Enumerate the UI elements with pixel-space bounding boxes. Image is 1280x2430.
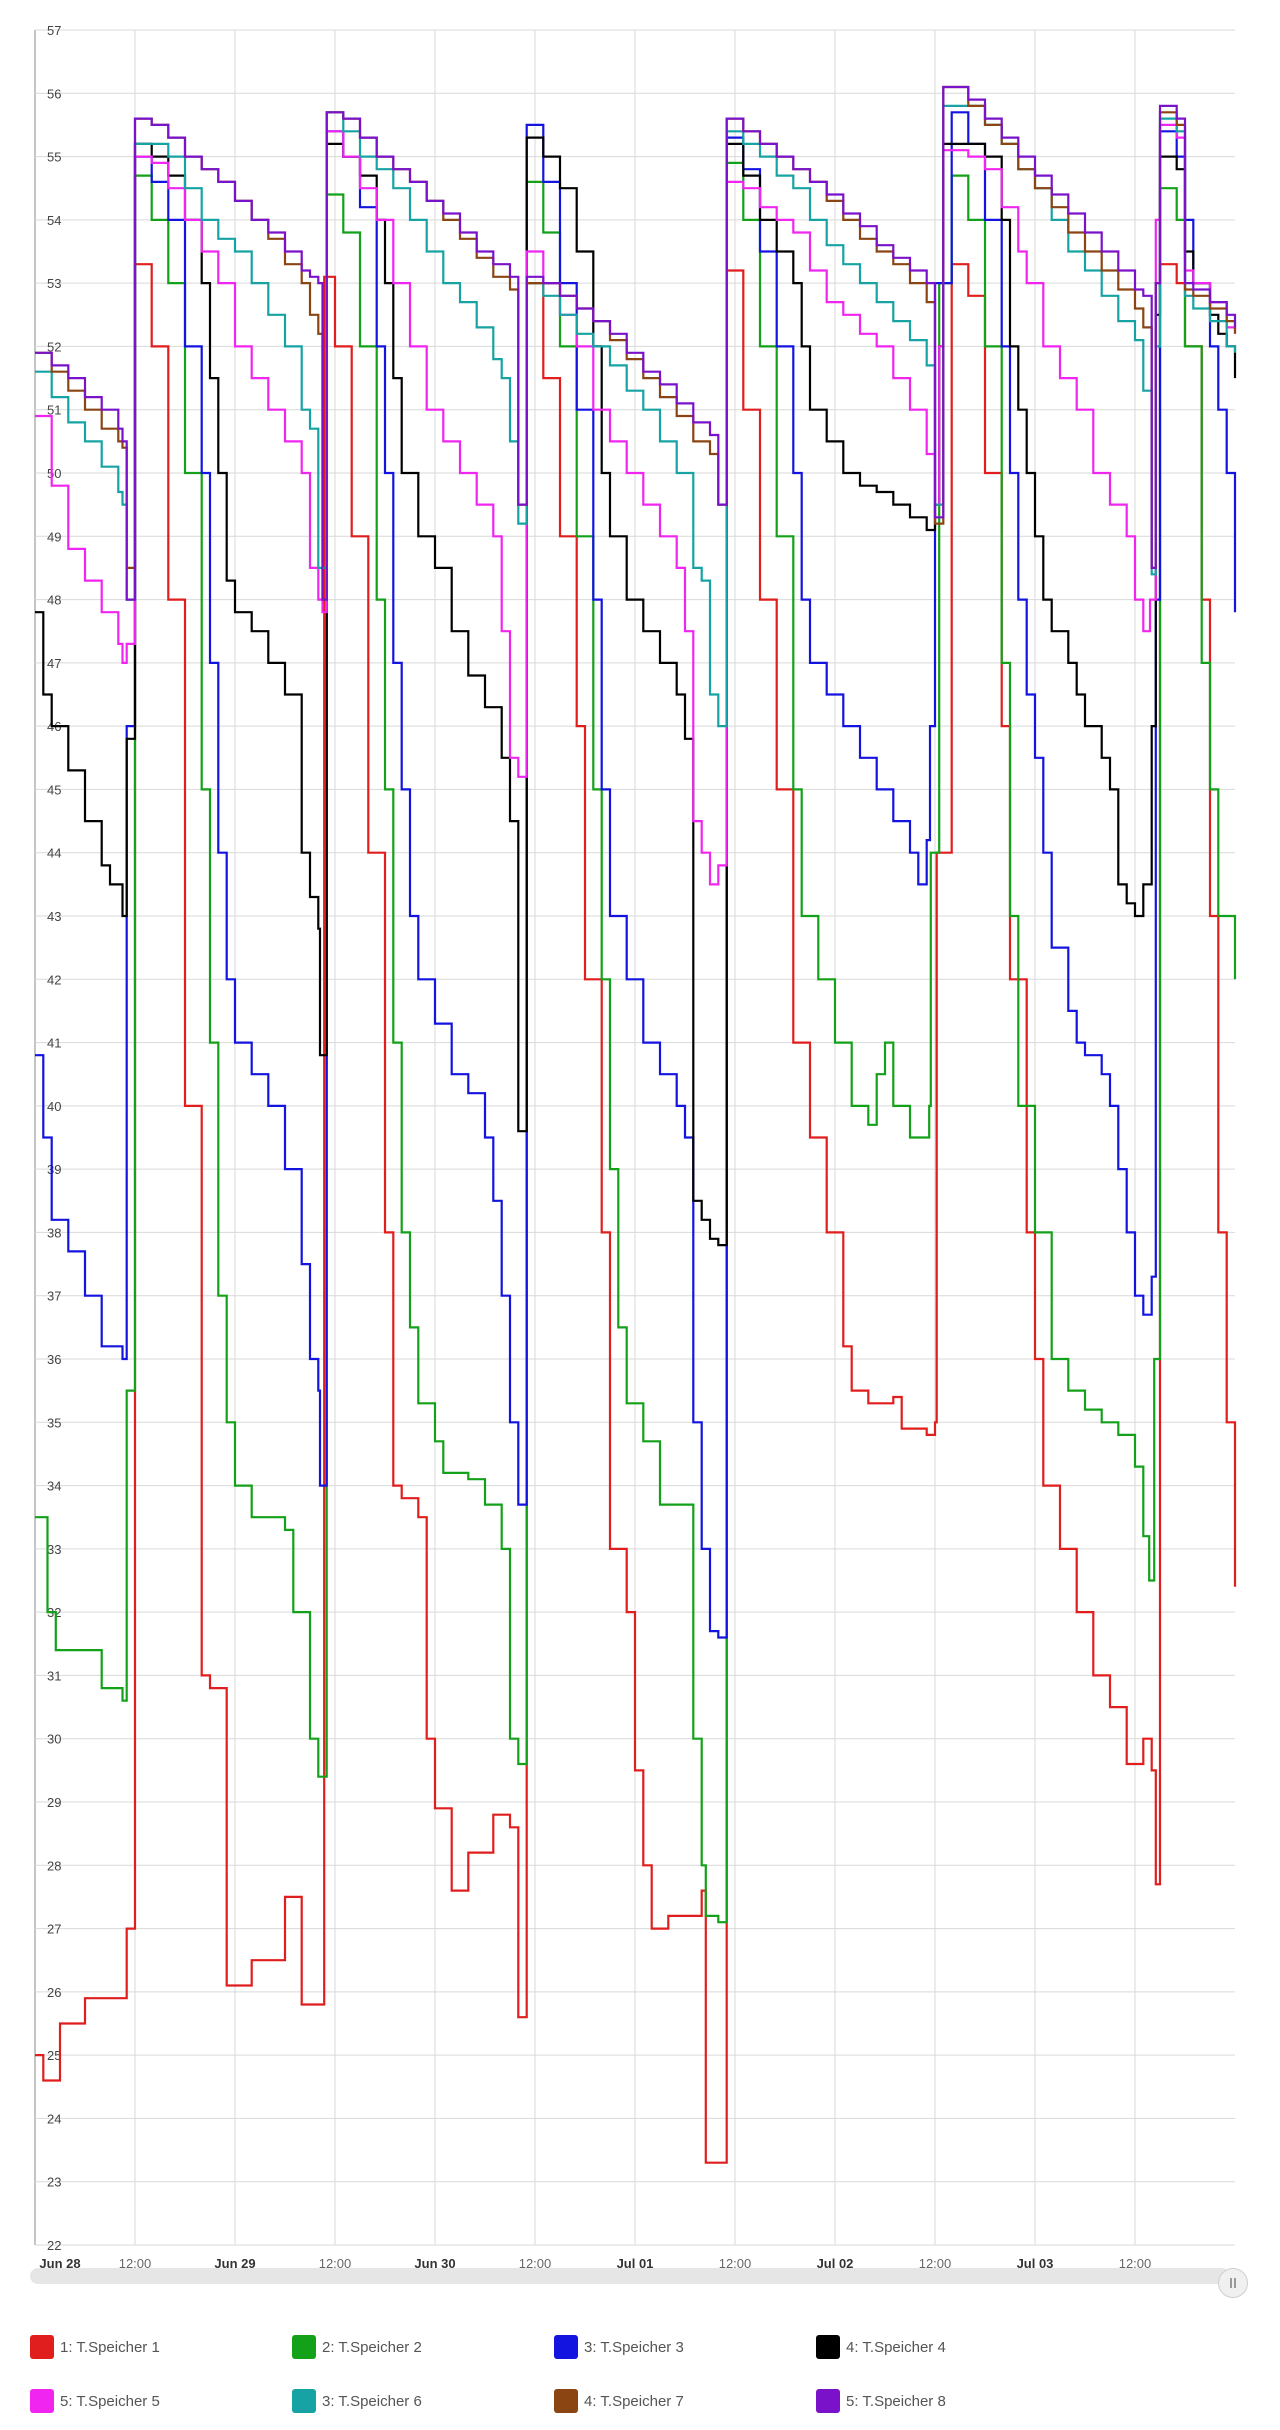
y-tick-label: 40: [47, 1099, 61, 1114]
series-line: [35, 136, 1237, 1247]
x-tick-label: Jul 01: [617, 2256, 654, 2271]
legend-item[interactable]: 5: T.Speicher 5: [30, 2389, 292, 2413]
y-tick-label: 47: [47, 656, 61, 671]
legend-item[interactable]: 3: T.Speicher 6: [292, 2389, 554, 2413]
y-axis-labels: 2223242526272829303132333435363738394041…: [47, 23, 61, 2253]
legend-row: 1: T.Speicher 1 2: T.Speicher 2 3: T.Spe…: [30, 2320, 1250, 2374]
y-tick-label: 44: [47, 846, 61, 861]
y-tick-label: 28: [47, 1858, 61, 1873]
legend-label: 3: T.Speicher 6: [322, 2392, 422, 2410]
series-line: [35, 85, 1237, 601]
y-tick-label: 51: [47, 403, 61, 418]
x-tick-label: 12:00: [119, 2256, 152, 2271]
legend-item[interactable]: 5: T.Speicher 8: [816, 2389, 1078, 2413]
y-tick-label: 33: [47, 1542, 61, 1557]
y-tick-label: 38: [47, 1225, 61, 1240]
y-tick-label: 36: [47, 1352, 61, 1367]
legend-label: 4: T.Speicher 7: [584, 2392, 684, 2410]
timeline-scrollbar[interactable]: [30, 2268, 1230, 2284]
x-tick-label: 12:00: [519, 2256, 552, 2271]
x-tick-label: 12:00: [719, 2256, 752, 2271]
y-tick-label: 41: [47, 1036, 61, 1051]
series-line: [35, 161, 1237, 1924]
series-layer: [35, 85, 1237, 2164]
y-tick-label: 22: [47, 2238, 61, 2253]
legend-item[interactable]: 1: T.Speicher 1: [30, 2335, 292, 2359]
series-line: [35, 123, 1237, 886]
x-axis-labels: Jun 28 12:00 Jun 29 12:00 Jun 30 12:00 Jul 01 1…: [39, 2256, 1151, 2271]
y-tick-label: 37: [47, 1289, 61, 1304]
y-tick-label: 57: [47, 23, 61, 38]
x-tick-label: Jun 29: [214, 2256, 255, 2271]
legend-swatch: [554, 2389, 578, 2413]
y-tick-label: 42: [47, 972, 61, 987]
legend-label: 4: T.Speicher 4: [846, 2338, 946, 2356]
series-line: [35, 104, 1237, 728]
y-tick-label: 34: [47, 1479, 61, 1494]
x-tick-label: Jul 02: [817, 2256, 854, 2271]
legend-item[interactable]: 2: T.Speicher 2: [292, 2335, 554, 2359]
y-tick-label: 39: [47, 1162, 61, 1177]
y-tick-label: 26: [47, 1985, 61, 2000]
x-tick-label: 12:00: [319, 2256, 352, 2271]
y-tick-label: 24: [47, 2111, 61, 2126]
y-tick-label: 48: [47, 593, 61, 608]
y-tick-label: 30: [47, 1732, 61, 1747]
legend-label: 1: T.Speicher 1: [60, 2338, 160, 2356]
legend-item[interactable]: 3: T.Speicher 3: [554, 2335, 816, 2359]
legend-item[interactable]: 4: T.Speicher 4: [816, 2335, 1078, 2359]
y-tick-label: 25: [47, 2048, 61, 2063]
legend-swatch: [554, 2335, 578, 2359]
y-tick-label: 31: [47, 1668, 61, 1683]
y-tick-label: 45: [47, 782, 61, 797]
legend-swatch: [30, 2335, 54, 2359]
y-tick-label: 27: [47, 1922, 61, 1937]
legend-label: 3: T.Speicher 3: [584, 2338, 684, 2356]
y-tick-label: 52: [47, 339, 61, 354]
y-tick-label: 43: [47, 909, 61, 924]
y-tick-label: 56: [47, 86, 61, 101]
y-tick-label: 55: [47, 150, 61, 165]
legend-item[interactable]: 4: T.Speicher 7: [554, 2389, 816, 2413]
y-tick-label: 49: [47, 529, 61, 544]
x-tick-label: Jul 03: [1017, 2256, 1054, 2271]
legend-swatch: [816, 2389, 840, 2413]
grid-layer: [34, 29, 1235, 2246]
legend-swatch: [292, 2389, 316, 2413]
y-tick-label: 54: [47, 213, 61, 228]
x-tick-label: 12:00: [919, 2256, 952, 2271]
legend: 1: T.Speicher 1 2: T.Speicher 2 3: T.Spe…: [30, 2320, 1250, 2428]
legend-label: 2: T.Speicher 2: [322, 2338, 422, 2356]
legend-row: 5: T.Speicher 5 3: T.Speicher 6 4: T.Spe…: [30, 2374, 1250, 2428]
y-tick-label: 29: [47, 1795, 61, 1810]
scroll-handle-icon[interactable]: [1218, 2268, 1248, 2298]
legend-swatch: [30, 2389, 54, 2413]
y-tick-label: 23: [47, 2175, 61, 2190]
series-line: [35, 111, 1237, 1639]
legend-swatch: [292, 2335, 316, 2359]
legend-label: 5: T.Speicher 5: [60, 2392, 160, 2410]
x-tick-label: 12:00: [1119, 2256, 1152, 2271]
y-tick-label: 53: [47, 276, 61, 291]
y-tick-label: 50: [47, 466, 61, 481]
line-chart: 2223242526272829303132333435363738394041…: [34, 23, 1237, 2271]
legend-label: 5: T.Speicher 8: [846, 2392, 946, 2410]
y-tick-label: 35: [47, 1415, 61, 1430]
legend-swatch: [816, 2335, 840, 2359]
x-tick-label: Jun 30: [414, 2256, 455, 2271]
series-line: [35, 263, 1237, 2164]
x-tick-label: Jun 28: [39, 2256, 80, 2271]
